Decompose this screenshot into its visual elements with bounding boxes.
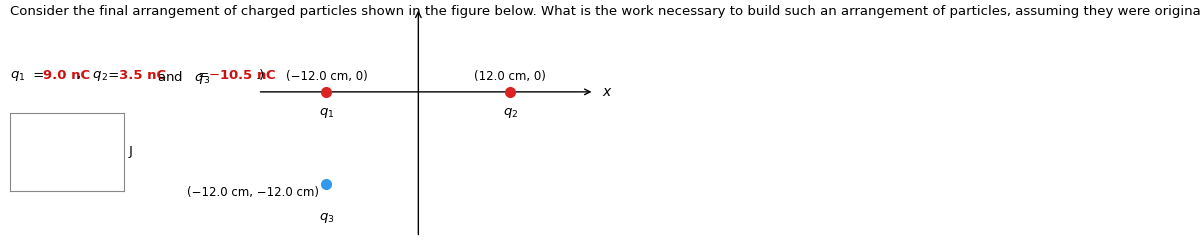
Text: =: = bbox=[194, 69, 214, 82]
Text: $q_1$: $q_1$ bbox=[10, 69, 25, 83]
Text: =: = bbox=[104, 69, 124, 82]
Text: $q_1$: $q_1$ bbox=[319, 106, 334, 120]
Text: (−12.0 cm, −12.0 cm): (−12.0 cm, −12.0 cm) bbox=[187, 186, 319, 199]
Text: 9.0 nC: 9.0 nC bbox=[43, 69, 90, 82]
Text: $q_3$: $q_3$ bbox=[319, 210, 335, 225]
Text: .): .) bbox=[256, 69, 265, 82]
Text: =: = bbox=[29, 69, 48, 82]
Text: Consider the final arrangement of charged particles shown in the figure below. W: Consider the final arrangement of charge… bbox=[10, 5, 1200, 18]
Text: (12.0 cm, 0): (12.0 cm, 0) bbox=[474, 70, 546, 83]
Text: 3.5 nC: 3.5 nC bbox=[119, 69, 166, 82]
Text: J: J bbox=[128, 145, 132, 159]
Text: $x$: $x$ bbox=[602, 85, 613, 99]
Text: ,   $q_2$: , $q_2$ bbox=[76, 69, 108, 83]
Text: $-$10.5 nC: $-$10.5 nC bbox=[208, 69, 276, 82]
Text: (−12.0 cm, 0): (−12.0 cm, 0) bbox=[286, 70, 367, 83]
Text: and   $q_3$: and $q_3$ bbox=[149, 69, 210, 86]
Text: $q_2$: $q_2$ bbox=[503, 106, 518, 120]
